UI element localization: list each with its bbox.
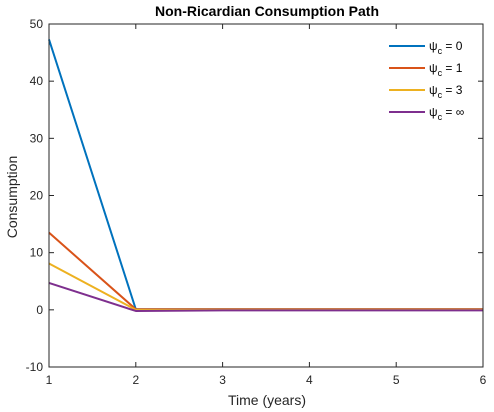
x-tick-label: 3 [219,373,226,387]
x-tick-label: 2 [132,373,139,387]
chart-title: Non-Ricardian Consumption Path [155,3,379,19]
x-tick-label: 1 [46,373,53,387]
series-line-3 [48,262,483,311]
y-tick-label: 30 [30,131,44,145]
axis-ticks: 1 2 3 4 5 6 -10 0 10 20 30 40 50 [26,17,487,387]
legend-label-1: ψc = 0 [429,39,463,56]
y-tick-label: 40 [30,74,44,88]
x-axis-label: Time (years) [228,392,306,408]
series-line-4 [48,282,483,312]
x-tick-label: 6 [480,373,487,387]
legend-label-3: ψc = 3 [429,83,463,100]
y-tick-label: 20 [30,189,44,203]
y-tick-label: 10 [30,246,44,260]
y-tick-label: 0 [36,303,43,317]
axes-box [48,23,484,368]
y-tick-label: -10 [26,360,44,374]
series-layer [48,39,483,312]
y-axis-label: Consumption [4,156,20,239]
legend: ψc = 0 ψc = 1 ψc = 3 ψc = ∞ [389,39,464,122]
y-tick-label: 50 [30,17,44,31]
legend-label-2: ψc = 1 [429,61,463,78]
legend-label-4: ψc = ∞ [429,105,464,122]
x-tick-label: 5 [393,373,400,387]
series-line-1 [48,39,483,311]
x-tick-label: 4 [306,373,313,387]
